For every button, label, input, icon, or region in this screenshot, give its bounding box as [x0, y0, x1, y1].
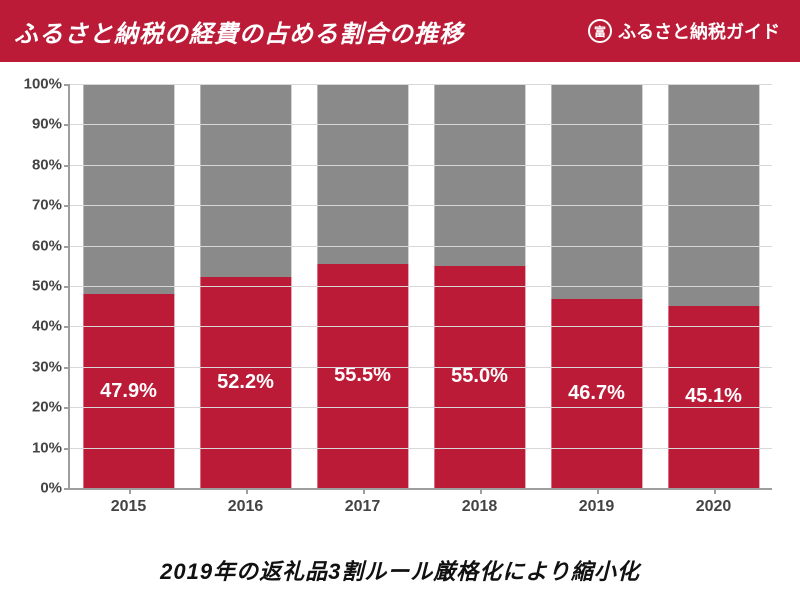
gridline-h [70, 165, 772, 166]
bar-segment-remainder [317, 84, 408, 264]
bar-segment-remainder [551, 84, 642, 299]
bar-segment-primary: 55.0% [434, 266, 525, 488]
xlabel: 2020 [696, 488, 732, 516]
bar-value-label: 47.9% [100, 380, 157, 403]
ylabel: 80% [32, 156, 70, 173]
ylabel: 0% [40, 480, 70, 497]
bar-value-label: 52.2% [217, 371, 274, 394]
xlabel: 2015 [111, 488, 147, 516]
bar-segment-primary: 47.9% [83, 294, 174, 488]
plot: 47.9%201552.2%201655.5%201755.0%201846.7… [68, 84, 772, 490]
chart-area: 47.9% 2015 52.2% 2016 55.5% 2017 55.0% 2018 46.7… [0, 62, 800, 540]
gridline-h [70, 84, 772, 85]
ylabel: 10% [32, 439, 70, 456]
ylabel: 90% [32, 116, 70, 133]
gridline-h [70, 124, 772, 125]
gridline-h [70, 205, 772, 206]
brand: 富 ふるさと納税ガイド [588, 18, 780, 44]
bar-segment-primary: 46.7% [551, 299, 642, 488]
footer-caption: 2019年の返礼品3割ルール厳格化により縮小化 [0, 540, 800, 600]
bar-value-label: 45.1% [685, 385, 742, 408]
bar-segment-primary: 45.1% [668, 306, 759, 488]
gridline-h [70, 326, 772, 327]
bar-segment-remainder [83, 84, 174, 294]
gridline-h [70, 367, 772, 368]
gridline-h [70, 286, 772, 287]
gridline-h [70, 448, 772, 449]
xlabel: 2017 [345, 488, 381, 516]
xlabel: 2019 [579, 488, 615, 516]
ylabel: 50% [32, 278, 70, 295]
bar-segment-primary: 55.5% [317, 264, 408, 488]
ylabel: 30% [32, 358, 70, 375]
ylabel: 60% [32, 237, 70, 254]
xlabel: 2018 [462, 488, 498, 516]
ylabel: 20% [32, 399, 70, 416]
ylabel: 40% [32, 318, 70, 335]
ylabel: 70% [32, 197, 70, 214]
bar-value-label: 55.0% [451, 365, 508, 388]
bar-segment-remainder [200, 84, 291, 277]
bar-segment-remainder [668, 84, 759, 306]
page-title: ふるさと納税の経費の占める割合の推移 [14, 14, 464, 49]
gridline-h [70, 407, 772, 408]
bar-segment-primary: 52.2% [200, 277, 291, 488]
bar-value-label: 55.5% [334, 364, 391, 387]
gridline-h [70, 246, 772, 247]
bar-segment-remainder [434, 84, 525, 266]
brand-icon: 富 [588, 19, 612, 43]
ylabel: 100% [24, 76, 70, 93]
bar-value-label: 46.7% [568, 382, 625, 405]
header-bar: ふるさと納税の経費の占める割合の推移 富 ふるさと納税ガイド [0, 0, 800, 62]
brand-text: ふるさと納税ガイド [618, 18, 780, 44]
xlabel: 2016 [228, 488, 264, 516]
